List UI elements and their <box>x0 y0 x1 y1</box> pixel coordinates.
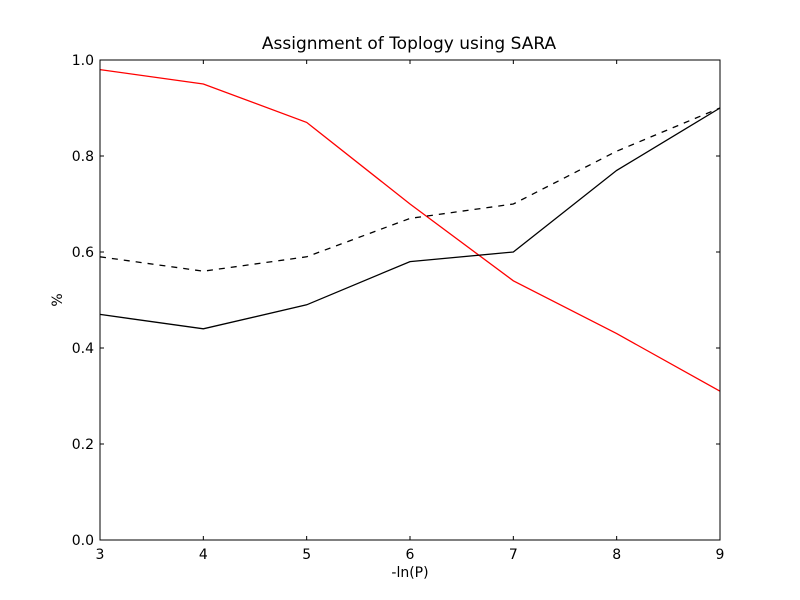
series-layer <box>99 68 721 392</box>
x-tick-label: 4 <box>199 547 208 563</box>
x-tick-label: 8 <box>612 547 621 563</box>
y-tick-label: 0.4 <box>72 341 94 357</box>
y-axis-label: % <box>50 293 66 306</box>
x-tick-label: 3 <box>96 547 105 563</box>
series-line-3 <box>99 107 721 330</box>
x-tick-label: 9 <box>716 547 725 563</box>
chart-title: Assignment of Toplogy using SARA <box>262 34 557 54</box>
series-line-2 <box>99 107 721 272</box>
x-tick-label: 5 <box>302 547 311 563</box>
y-tick-label: 0.2 <box>72 437 94 453</box>
x-axis-label: -ln(P) <box>391 565 428 581</box>
x-tick-label: 6 <box>406 547 415 563</box>
y-tick-label: 0.0 <box>72 533 94 549</box>
plot-frame <box>99 59 721 541</box>
ticks-layer: 3 4 5 6 7 8 9 0.0 0.2 0.4 0.6 0.8 1.0 <box>72 53 725 563</box>
series-line-1 <box>99 68 721 392</box>
y-tick-label: 0.6 <box>72 245 94 261</box>
y-tick-label: 0.8 <box>72 149 94 165</box>
y-tick-label: 1.0 <box>72 53 94 69</box>
x-tick-label: 7 <box>509 547 518 563</box>
